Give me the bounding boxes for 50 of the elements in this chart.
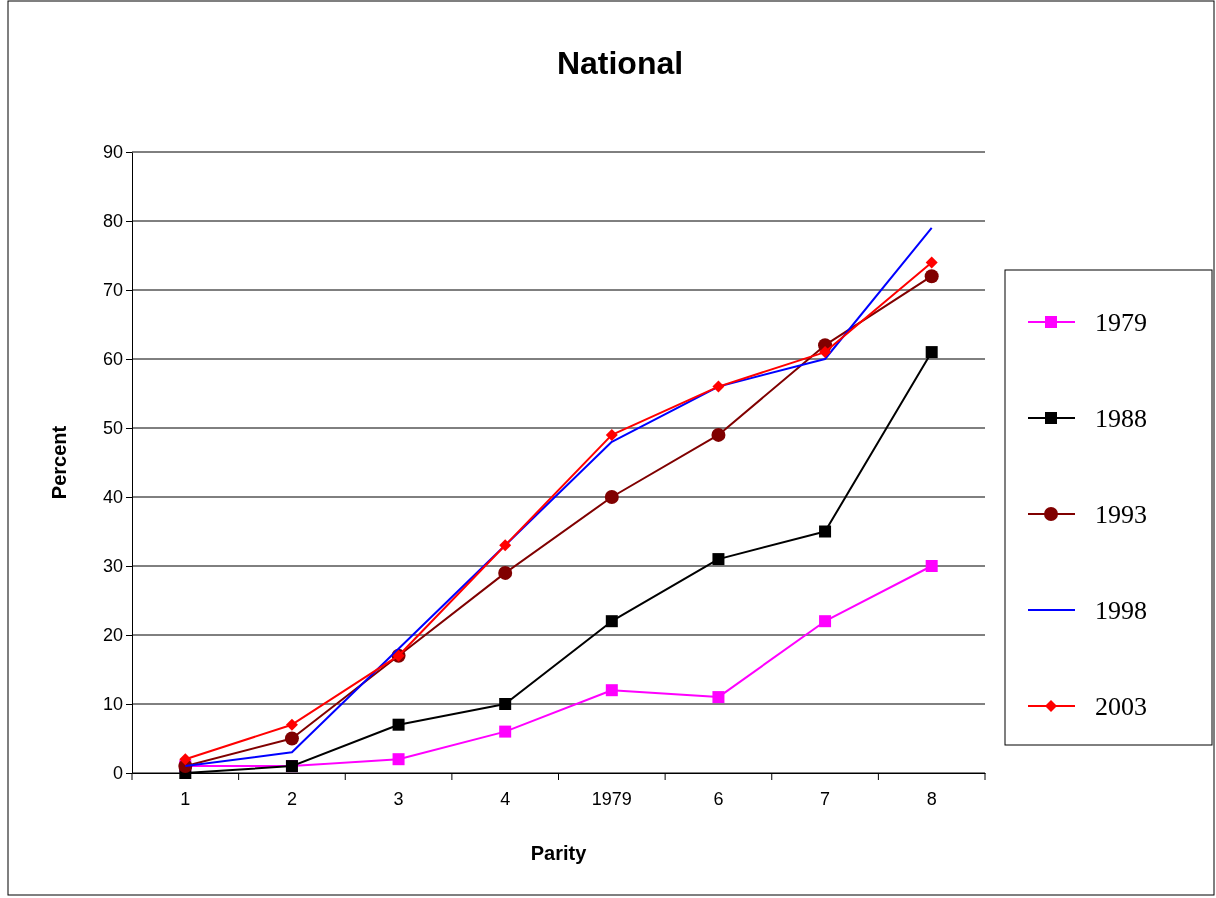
x-axis-title: Parity	[530, 842, 588, 864]
y-tick-label: 0	[112, 763, 123, 784]
x-tick-label: 7	[820, 788, 831, 809]
point	[925, 560, 938, 572]
point	[925, 346, 938, 359]
point	[285, 718, 298, 731]
point	[819, 615, 832, 628]
y-tick-label: 50	[102, 418, 123, 439]
point	[604, 490, 619, 504]
y-tick-label: 90	[102, 142, 123, 163]
x-tick-label: 1979	[591, 788, 632, 809]
x-tick-label: 3	[393, 788, 404, 809]
y-tick-label: 60	[102, 349, 123, 370]
point	[819, 525, 832, 538]
point	[392, 718, 405, 731]
y-tick-label: 70	[102, 280, 123, 301]
legend-label: 1993	[1095, 500, 1147, 529]
point	[924, 269, 939, 284]
point	[711, 427, 726, 442]
point	[499, 725, 512, 738]
x-tick-label: 6	[713, 788, 724, 809]
point	[712, 691, 725, 704]
point	[605, 615, 618, 628]
point	[712, 553, 725, 566]
y-tick-label: 20	[102, 625, 123, 646]
point	[925, 256, 938, 269]
y-tick-label: 30	[102, 556, 123, 577]
y-tick-label: 40	[102, 487, 123, 508]
x-tick-label: 8	[926, 788, 937, 809]
point	[392, 753, 405, 766]
point	[499, 539, 512, 552]
x-tick-label: 1	[180, 788, 191, 809]
y-axis-title: Percent	[48, 425, 70, 500]
legend-label: 1988	[1095, 404, 1147, 433]
y-tick-label: 10	[102, 694, 123, 715]
point	[819, 346, 832, 359]
legend-label: 1979	[1095, 308, 1147, 337]
legend-label: 1998	[1095, 596, 1147, 625]
chart-title: National	[556, 45, 684, 81]
point	[498, 565, 513, 580]
point	[605, 684, 618, 697]
point	[179, 753, 192, 766]
point	[712, 380, 725, 393]
point	[284, 731, 299, 746]
legend-label: 2003	[1095, 692, 1147, 721]
y-tick-label: 80	[102, 211, 123, 232]
point	[499, 698, 512, 710]
point	[605, 428, 618, 441]
x-tick-label: 2	[286, 788, 297, 809]
x-tick-label: 4	[500, 788, 511, 809]
